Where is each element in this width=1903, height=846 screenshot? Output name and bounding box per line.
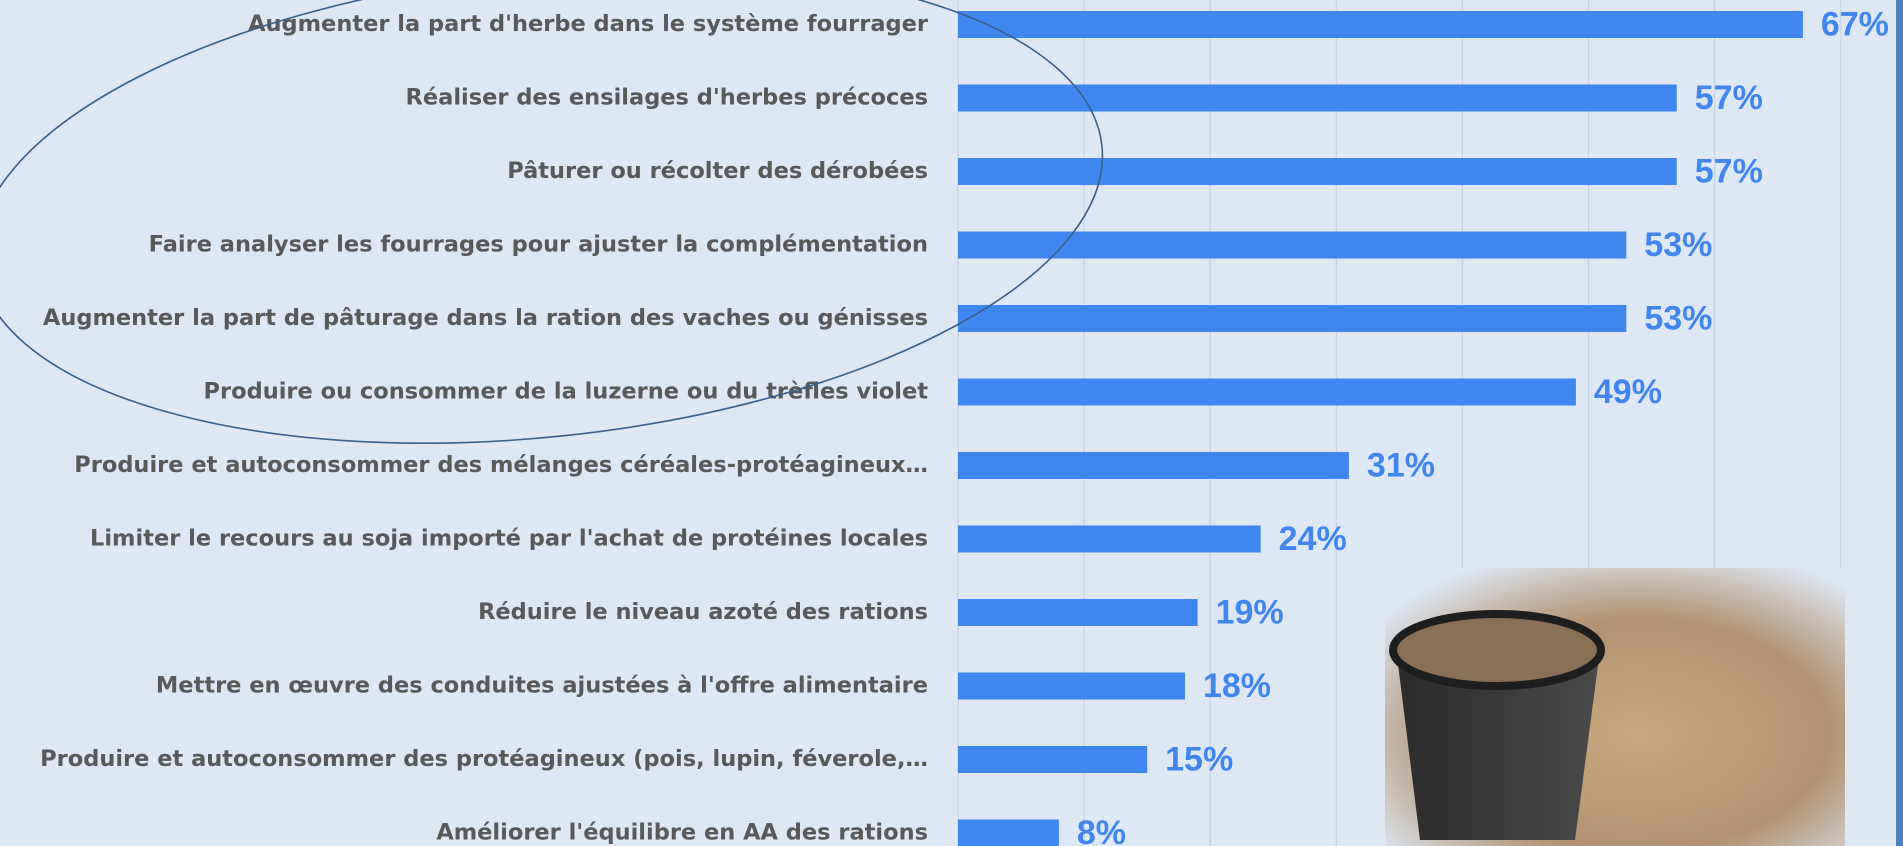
category-label: Limiter le recours au soja importé par l… xyxy=(90,526,928,552)
category-label: Faire analyser les fourrages pour ajuste… xyxy=(149,232,928,258)
category-label: Mettre en œuvre des conduites ajustées à… xyxy=(156,673,928,699)
value-label: 67% xyxy=(1821,5,1889,43)
bar xyxy=(958,673,1185,700)
bar xyxy=(958,305,1626,332)
chart: Augmenter la part d'herbe dans le systèm… xyxy=(0,0,1903,846)
value-label: 49% xyxy=(1594,373,1662,411)
category-label: Réaliser des ensilages d'herbes précoces xyxy=(406,85,928,111)
value-label: 18% xyxy=(1203,667,1271,705)
value-label: 53% xyxy=(1644,299,1712,337)
bar xyxy=(958,820,1059,846)
bar xyxy=(958,452,1349,479)
frame-edge xyxy=(1896,0,1903,846)
category-label: Réduire le niveau azoté des rations xyxy=(478,599,928,625)
photo-bucket-rim xyxy=(1393,614,1601,686)
value-label: 8% xyxy=(1077,814,1126,846)
photo xyxy=(1385,568,1845,846)
category-label: Produire et autoconsommer des mélanges c… xyxy=(74,452,928,478)
bar xyxy=(958,599,1198,626)
bar xyxy=(958,158,1677,185)
value-label: 57% xyxy=(1695,79,1763,117)
value-label: 19% xyxy=(1216,593,1284,631)
bar xyxy=(958,746,1147,773)
value-label: 15% xyxy=(1165,740,1233,778)
value-label: 31% xyxy=(1367,446,1435,484)
category-label: Produire et autoconsommer des protéagine… xyxy=(40,746,928,772)
bar xyxy=(958,11,1803,38)
category-label: Pâturer ou récolter des dérobées xyxy=(507,158,928,184)
bar xyxy=(958,379,1576,406)
bar xyxy=(958,85,1677,112)
category-label: Augmenter la part de pâturage dans la ra… xyxy=(43,305,928,331)
value-label: 57% xyxy=(1695,152,1763,190)
bar xyxy=(958,232,1626,259)
bar xyxy=(958,526,1261,553)
value-label: 53% xyxy=(1644,226,1712,264)
category-label: Augmenter la part d'herbe dans le systèm… xyxy=(248,11,929,37)
value-label: 24% xyxy=(1279,520,1347,558)
category-label: Améliorer l'équilibre en AA des rations xyxy=(436,820,928,846)
